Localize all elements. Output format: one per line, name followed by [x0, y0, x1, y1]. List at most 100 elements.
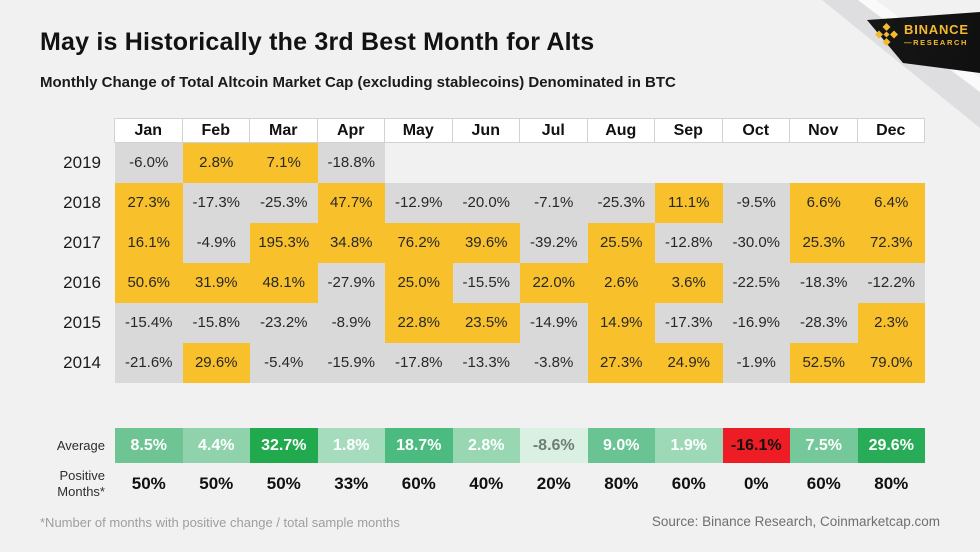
- month-header: Feb: [181, 118, 250, 143]
- source-credit: Source: Binance Research, Coinmarketcap.…: [651, 514, 940, 529]
- month-header: Sep: [654, 118, 723, 143]
- table-cell: -25.3%: [250, 183, 318, 223]
- table-cell: 11.1%: [655, 183, 723, 223]
- average-row: Average 8.5% 4.4% 32.7% 1.8% 18.7% 2.8% -8.6% 9.…: [40, 428, 925, 463]
- table-cell: [385, 143, 453, 183]
- table-cell: 72.3%: [857, 223, 925, 263]
- table-cell: -25.3%: [587, 183, 655, 223]
- table-cell: -1.9%: [722, 343, 790, 383]
- average-label: Average: [56, 438, 105, 453]
- average-cell: 18.7%: [385, 428, 453, 463]
- table-cell: [655, 143, 723, 183]
- table-cell: 23.5%: [452, 303, 520, 343]
- table-cell: -22.5%: [722, 263, 790, 303]
- table-cell: -17.3%: [655, 303, 723, 343]
- table-cell: 50.6%: [115, 263, 183, 303]
- table-cell: 22.8%: [385, 303, 453, 343]
- average-cell: 2.8%: [452, 428, 520, 463]
- table-cell: -17.8%: [385, 343, 453, 383]
- table-cell: -27.9%: [317, 263, 385, 303]
- table-cell: 79.0%: [857, 343, 925, 383]
- month-header: Jun: [451, 118, 520, 143]
- table-cell: 2.3%: [857, 303, 925, 343]
- table-cell: -17.3%: [182, 183, 250, 223]
- average-cell: 1.9%: [655, 428, 723, 463]
- table-cell: -15.8%: [182, 303, 250, 343]
- positive-months-cell: 50%: [131, 474, 166, 493]
- table-cell: [588, 143, 656, 183]
- table-cell: -6.0%: [115, 143, 183, 183]
- positive-months-cell: 40%: [469, 474, 504, 493]
- month-header: Apr: [316, 118, 385, 143]
- table-cell: 2.6%: [587, 263, 655, 303]
- table-cell: 25.0%: [385, 263, 453, 303]
- average-cell: 8.5%: [115, 428, 183, 463]
- table-cell: -21.6%: [115, 343, 183, 383]
- month-header: Oct: [721, 118, 790, 143]
- table-cell: -15.5%: [452, 263, 520, 303]
- footnote: *Number of months with positive change /…: [40, 515, 400, 530]
- table-cell: [790, 143, 858, 183]
- table-cell: -3.8%: [520, 343, 588, 383]
- year-label: 2016: [63, 273, 101, 292]
- positive-months-cell: 20%: [536, 474, 571, 493]
- year-label: 2017: [63, 233, 101, 252]
- positive-months-cell: 50%: [199, 474, 234, 493]
- year-label: 2014: [63, 353, 101, 372]
- brand-subtitle: —RESEARCH: [904, 37, 968, 47]
- positive-months-cell: 50%: [266, 474, 301, 493]
- table-cell: [723, 143, 791, 183]
- year-label: 2015: [63, 313, 101, 332]
- year-label: 2018: [63, 193, 101, 212]
- table-cell: -30.0%: [722, 223, 790, 263]
- table-cell: 24.9%: [655, 343, 723, 383]
- table-cell: 34.8%: [317, 223, 385, 263]
- table-cell: 22.0%: [520, 263, 588, 303]
- table-cell: -9.5%: [722, 183, 790, 223]
- brand-text: BINANCE —RESEARCH: [904, 23, 969, 47]
- table-cell: -12.2%: [857, 263, 925, 303]
- brand-name: BINANCE: [904, 21, 969, 37]
- average-cell: 4.4%: [182, 428, 250, 463]
- table-cell: -15.9%: [317, 343, 385, 383]
- month-header: Dec: [856, 118, 925, 143]
- table-cell: -15.4%: [115, 303, 183, 343]
- month-header: Jan: [114, 118, 183, 143]
- table-cell: 195.3%: [250, 223, 318, 263]
- table-cell: -8.9%: [317, 303, 385, 343]
- table-cell: 39.6%: [452, 223, 520, 263]
- table-cell: 6.6%: [790, 183, 858, 223]
- month-header: Jul: [519, 118, 588, 143]
- year-label: 2019: [63, 153, 101, 172]
- table-cell: -28.3%: [790, 303, 858, 343]
- table-cell: 27.3%: [587, 343, 655, 383]
- table-cell: 52.5%: [790, 343, 858, 383]
- table-cell: -18.8%: [317, 143, 385, 183]
- table-cell: -13.3%: [452, 343, 520, 383]
- average-cell: -8.6%: [520, 428, 588, 463]
- table-cell: -7.1%: [520, 183, 588, 223]
- positive-months-cell: 60%: [806, 474, 841, 493]
- page-subtitle: Monthly Change of Total Altcoin Market C…: [40, 74, 676, 91]
- table-cell: 31.9%: [182, 263, 250, 303]
- positive-months-cell: 0%: [743, 474, 769, 493]
- table-cell: 47.7%: [317, 183, 385, 223]
- month-header: Nov: [789, 118, 858, 143]
- heatmap-table: Jan Feb Mar Apr May Jun Jul Aug Sep Oct Nov Dec 2019…: [40, 118, 925, 383]
- positive-months-row: Positive Months* 50% 50% 50% 33% 60% 40% 20% 80%…: [40, 463, 925, 505]
- table-cell: 6.4%: [857, 183, 925, 223]
- table-cell: -39.2%: [520, 223, 588, 263]
- table-cell: 27.3%: [115, 183, 183, 223]
- month-header: Mar: [249, 118, 318, 143]
- table-cell: -18.3%: [790, 263, 858, 303]
- table-cell: -20.0%: [452, 183, 520, 223]
- positive-months-cell: 80%: [604, 474, 639, 493]
- table-cell: -4.9%: [182, 223, 250, 263]
- table-cell: 25.3%: [790, 223, 858, 263]
- table-cell: [858, 143, 926, 183]
- positive-months-cell: 60%: [671, 474, 706, 493]
- table-cell: 7.1%: [250, 143, 318, 183]
- average-cell: 29.6%: [857, 428, 925, 463]
- month-header: May: [384, 118, 453, 143]
